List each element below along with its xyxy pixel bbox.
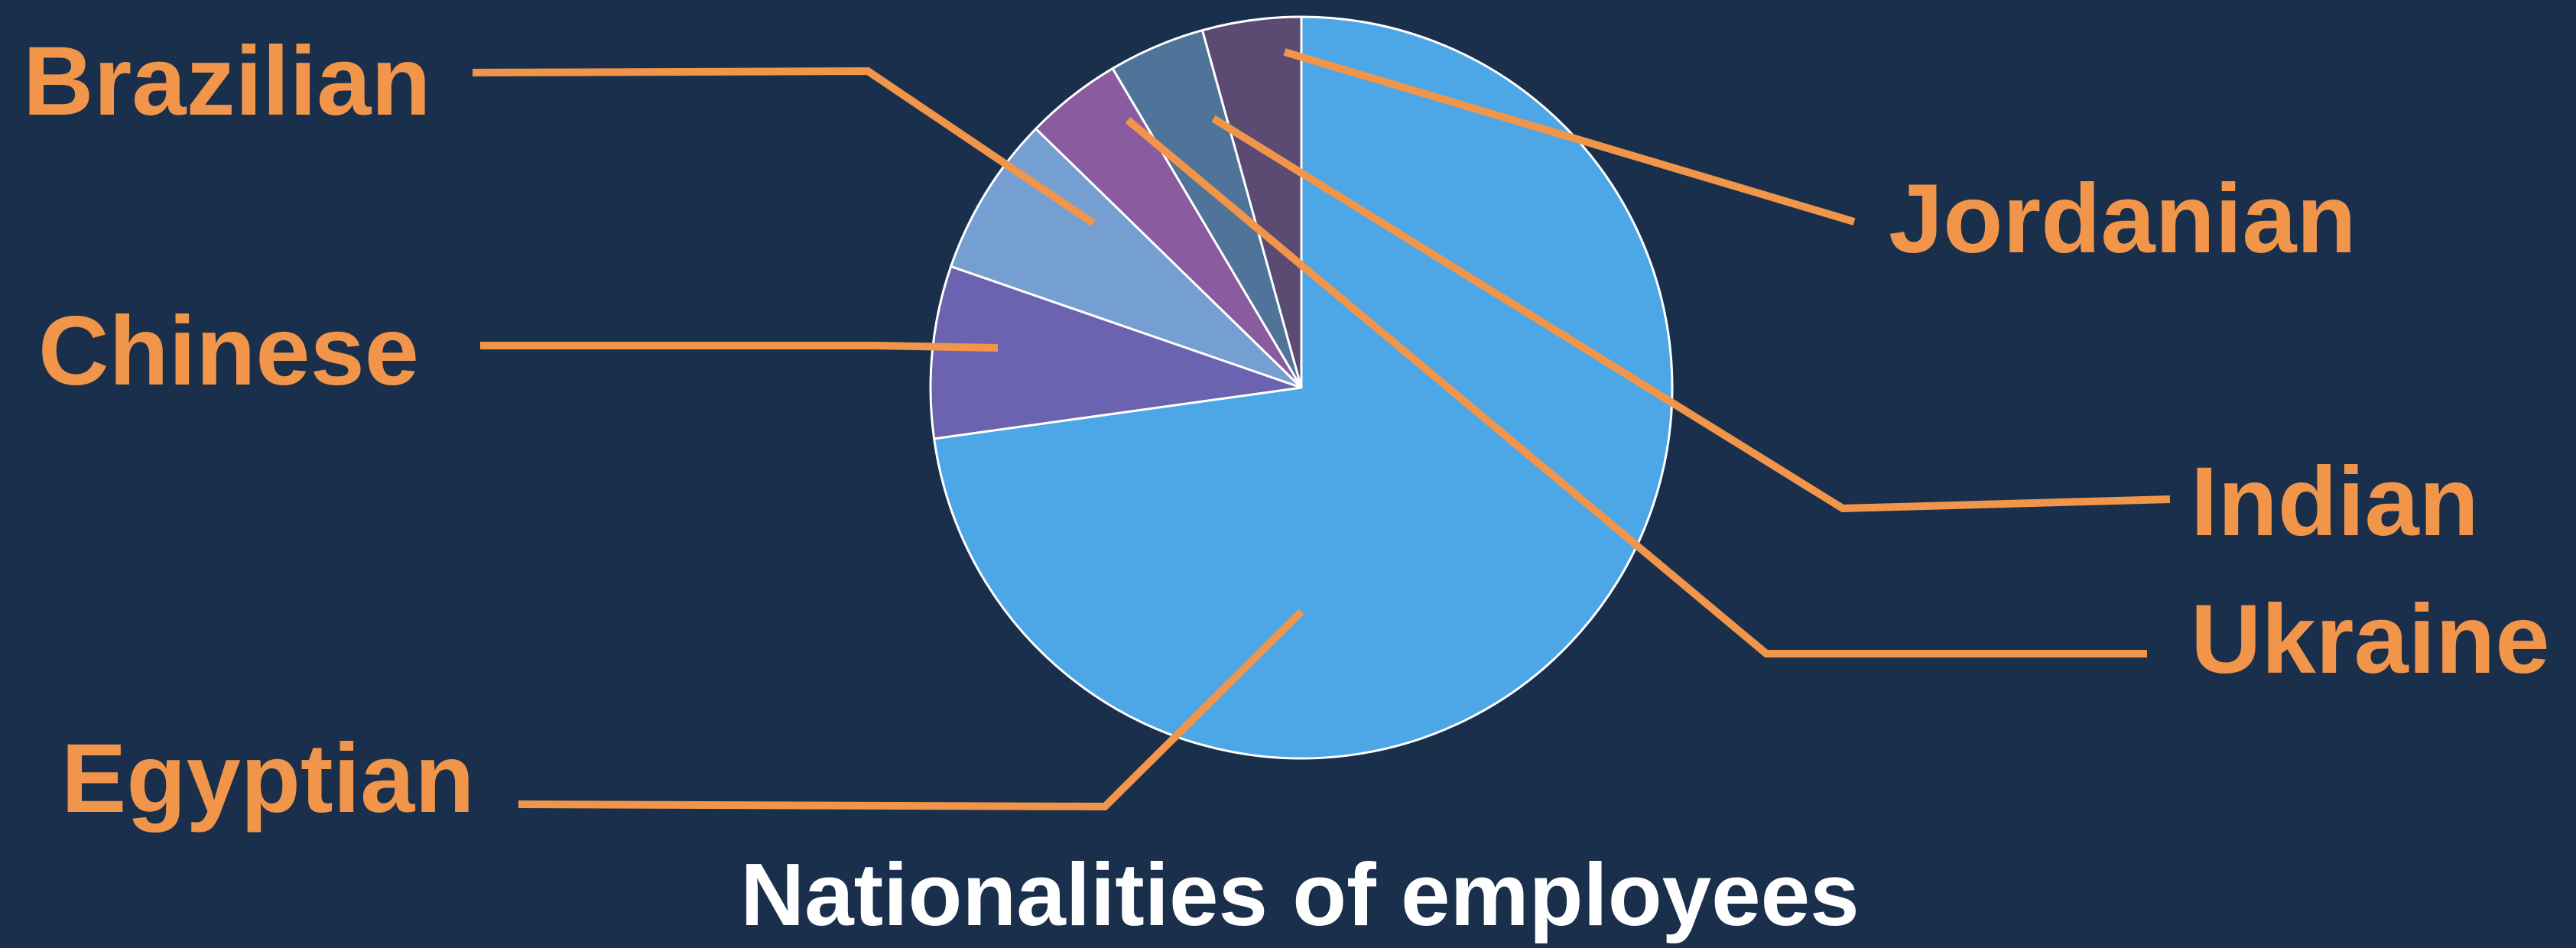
leader-line-egyptian bbox=[518, 609, 1304, 811]
slice-label-ukraine: Ukraine bbox=[2191, 585, 2550, 694]
leader-line-chinese bbox=[480, 342, 999, 352]
pie-slice-egyptian bbox=[933, 15, 1674, 760]
pie-slice-chinese bbox=[929, 265, 1303, 440]
leader-lines bbox=[472, 48, 2171, 811]
slice-label-chinese: Chinese bbox=[38, 297, 419, 406]
pie-slice-jordanian bbox=[1201, 15, 1303, 389]
pie-slices bbox=[929, 15, 1674, 760]
slice-label-brazilian: Brazilian bbox=[23, 27, 431, 136]
pie-slice-brazilian bbox=[950, 127, 1303, 389]
leader-line-brazilian bbox=[472, 67, 1096, 227]
slice-label-indian: Indian bbox=[2191, 447, 2479, 557]
slice-labels: Egyptian Chinese Brazilian Ukraine Indian Jor… bbox=[23, 27, 2550, 833]
slice-label-jordanian: Jordanian bbox=[1889, 164, 2357, 274]
chart-title: Nationalities of employees bbox=[740, 845, 1859, 944]
leader-line-jordanian bbox=[1283, 48, 1856, 226]
slice-label-egyptian: Egyptian bbox=[61, 724, 475, 833]
leader-line-indian bbox=[1211, 115, 2171, 513]
leader-line-ukraine bbox=[1125, 117, 2147, 657]
